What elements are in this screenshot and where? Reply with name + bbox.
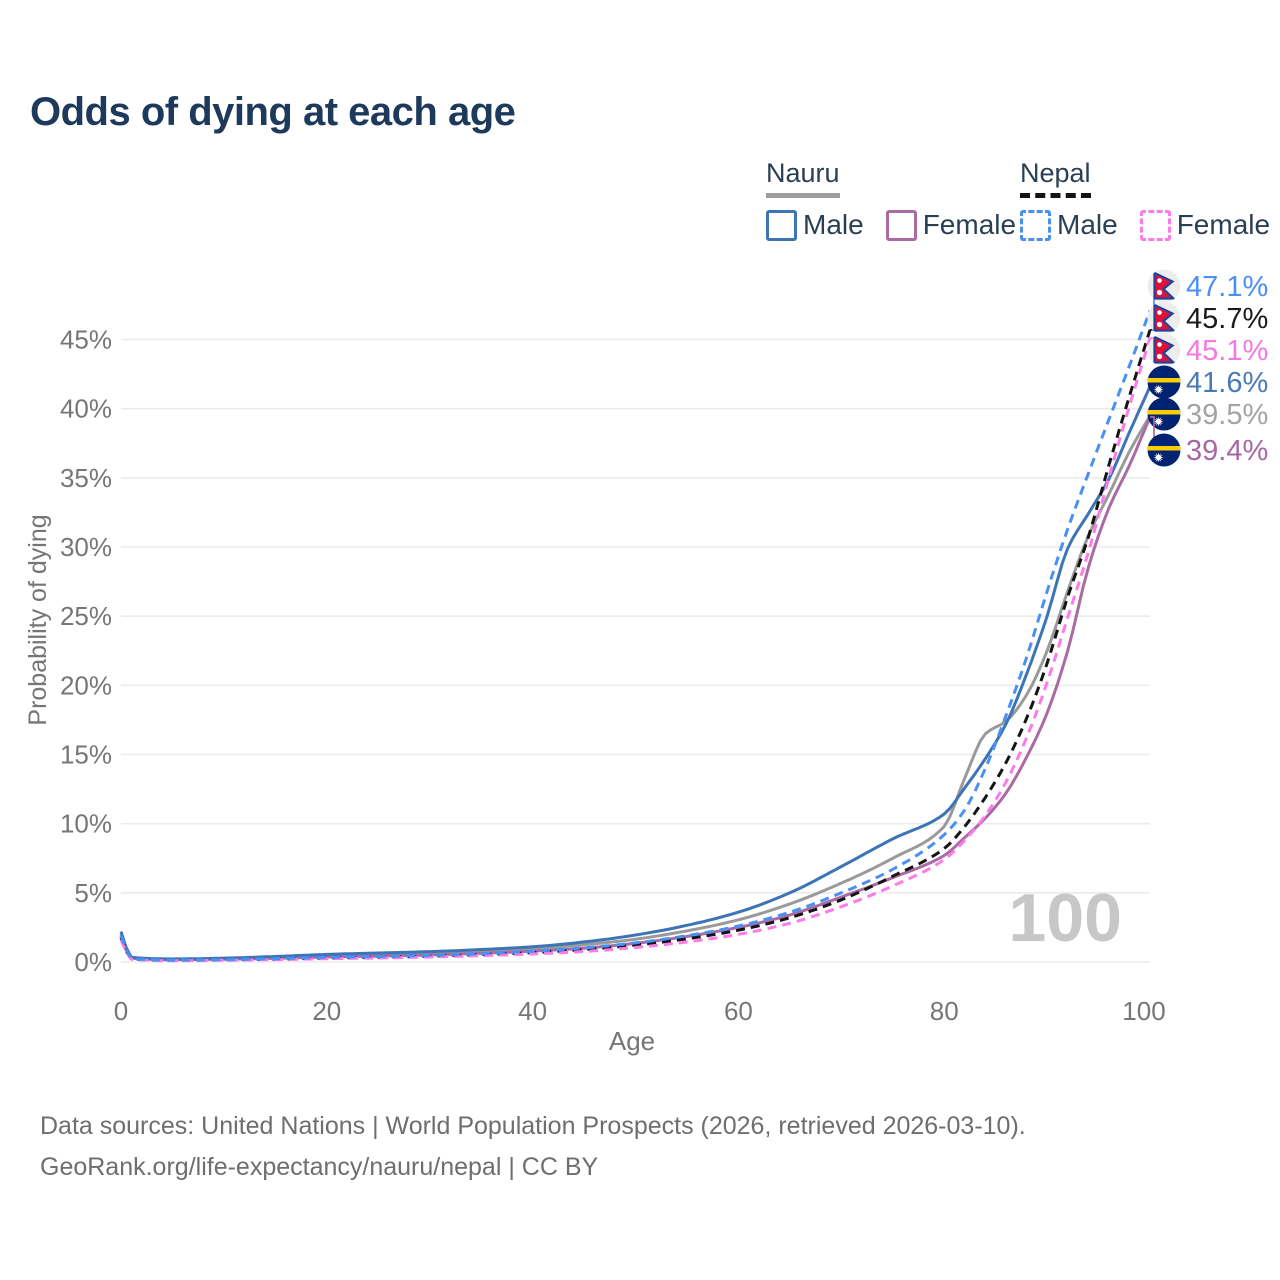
legend-item-nauru-male[interactable]: Male: [766, 209, 864, 241]
legend-item-nauru-female[interactable]: Female: [885, 209, 1017, 241]
y-tick-label: 25%: [60, 601, 112, 631]
line-nauru-male[interactable]: [119, 385, 1152, 961]
nauru-flag-icon: [1147, 433, 1181, 467]
x-tick-label: 100: [1122, 996, 1165, 1026]
line-nepal-female[interactable]: [119, 337, 1152, 963]
legend-group-nauru: Nauru Male Female: [766, 158, 1038, 241]
x-axis-title: Age: [609, 1026, 655, 1056]
y-tick-label: 0%: [74, 947, 112, 977]
line-nauru-total[interactable]: [119, 414, 1152, 961]
line-nepal-male[interactable]: [119, 309, 1152, 962]
line-nauru-female[interactable]: [119, 416, 1152, 962]
y-tick-label: 30%: [60, 532, 112, 562]
legend-label: Male: [803, 209, 864, 240]
nauru-male-checkbox[interactable]: [766, 209, 797, 241]
footer: Data sources: United Nations | World Pop…: [40, 1106, 1026, 1188]
x-tick-label: 80: [930, 996, 959, 1026]
legend-label: Female: [1176, 209, 1271, 240]
nepal-female-checkbox[interactable]: [1139, 209, 1171, 241]
x-tick-label: 20: [312, 996, 341, 1026]
legend-item-nepal-female[interactable]: Female: [1139, 209, 1271, 241]
nauru-female-checkbox[interactable]: [885, 209, 917, 241]
nepal-flag-icon: [1147, 301, 1181, 335]
legend: Nauru Male Female Nepal Male: [0, 158, 1280, 248]
legend-group-nepal: Nepal Male Female: [1020, 158, 1280, 241]
x-tick-label: 0: [114, 996, 128, 1026]
y-axis-title: Probability of dying: [24, 514, 52, 725]
y-tick-label: 5%: [74, 878, 112, 908]
x-tick-label: 60: [724, 996, 753, 1026]
line-nepal-total[interactable]: [119, 329, 1152, 962]
x-tick-label: 40: [518, 996, 547, 1026]
legend-country-nauru: Nauru: [766, 158, 840, 198]
nepal-flag-icon: [1147, 269, 1181, 303]
y-tick-label: 10%: [60, 809, 112, 839]
y-tick-label: 40%: [60, 394, 112, 424]
legend-item-nepal-male[interactable]: Male: [1020, 209, 1118, 241]
end-value-label: 39.4%: [1186, 435, 1268, 467]
end-value-label: 39.5%: [1186, 399, 1268, 431]
data-sources-line: Data sources: United Nations | World Pop…: [40, 1112, 1026, 1140]
y-tick-label: 20%: [60, 670, 112, 700]
nauru-flag-icon: [1147, 365, 1181, 399]
end-value-label: 45.7%: [1186, 303, 1268, 335]
end-value-label: 41.6%: [1186, 367, 1268, 399]
y-tick-label: 15%: [60, 740, 112, 770]
legend-label: Male: [1057, 209, 1118, 240]
attribution-line: GeoRank.org/life-expectancy/nauru/nepal …: [40, 1153, 599, 1181]
legend-country-nepal: Nepal: [1020, 158, 1091, 198]
end-value-label: 45.1%: [1186, 335, 1268, 367]
y-tick-label: 35%: [60, 463, 112, 493]
end-value-label: 47.1%: [1186, 271, 1268, 303]
nauru-flag-icon: [1147, 397, 1181, 431]
nepal-flag-icon: [1147, 333, 1181, 367]
nepal-male-checkbox[interactable]: [1020, 209, 1051, 241]
page-title: Odds of dying at each age: [30, 90, 516, 134]
y-tick-label: 45%: [60, 325, 112, 355]
legend-label: Female: [922, 209, 1017, 240]
age-watermark: 100: [1009, 880, 1122, 956]
